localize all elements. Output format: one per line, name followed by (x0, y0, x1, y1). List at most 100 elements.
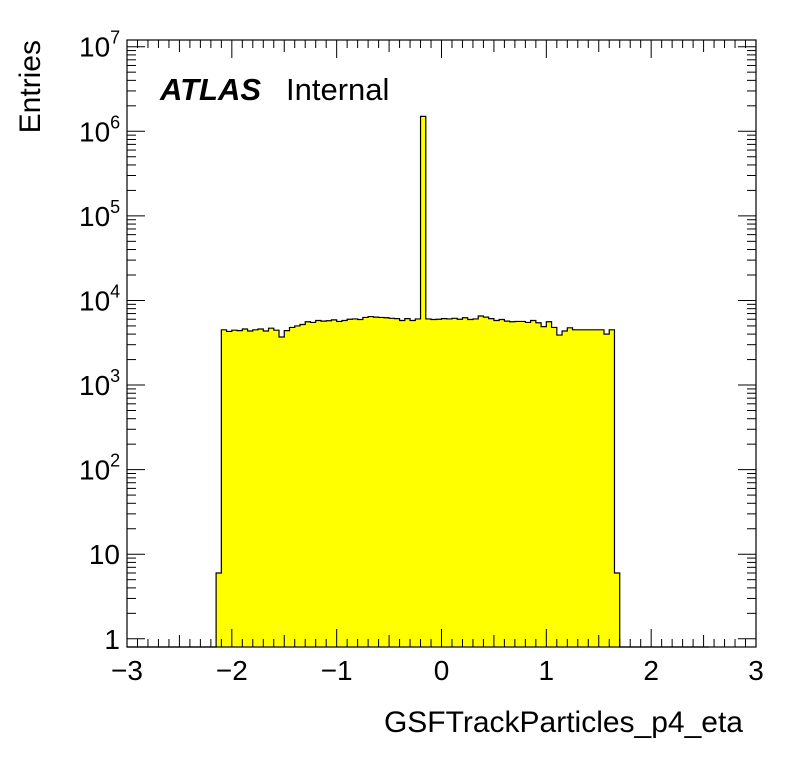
histogram-bar (541, 326, 547, 647)
histogram-bar (352, 318, 359, 647)
histogram-bar (279, 336, 285, 647)
histogram-bar (483, 317, 490, 647)
histogram-bar (525, 322, 532, 647)
histogram-bars (216, 116, 621, 648)
x-tick-label: 1 (539, 655, 555, 686)
histogram-bar (431, 319, 437, 647)
histogram-bar (493, 320, 500, 647)
histogram-bar (425, 318, 432, 647)
histogram-bar (462, 317, 469, 647)
plot-frame (126, 39, 757, 648)
histogram-bar (535, 322, 542, 647)
histogram-bar (383, 317, 390, 647)
y-tick-label: 10 (89, 539, 120, 570)
histogram-bar (420, 116, 427, 648)
y-tick-label: 105 (79, 197, 120, 232)
histogram-bar (389, 318, 395, 647)
histogram-bar (577, 329, 584, 647)
histogram-bar (378, 317, 385, 647)
histogram-bar (252, 329, 259, 647)
histogram-bar (514, 321, 521, 647)
histogram-bar (294, 325, 301, 647)
histogram-bar (551, 327, 558, 647)
histogram-bar (530, 320, 537, 647)
histogram-bar (488, 318, 495, 647)
histogram-bar (336, 321, 343, 647)
histogram-bar (310, 322, 317, 647)
histogram-bar (467, 319, 474, 647)
histogram-bar (404, 318, 411, 647)
histogram-bar (289, 327, 296, 647)
histogram-bar (598, 329, 605, 647)
histogram-bar (216, 572, 222, 647)
histogram-bar (305, 321, 311, 647)
axis-ticks (126, 40, 757, 647)
x-tick-label: −2 (216, 655, 248, 686)
histogram-bar (320, 321, 327, 647)
histogram-bar (368, 316, 374, 647)
histogram-bar (567, 327, 573, 647)
histogram-bar (394, 318, 400, 647)
y-axis-title: Entries (14, 40, 47, 133)
y-tick-label: 106 (79, 112, 120, 147)
histogram-bar (457, 319, 463, 647)
histogram-bar (562, 331, 568, 647)
histogram-bar (331, 319, 338, 647)
histogram-bar (572, 329, 579, 647)
histogram-bar (237, 330, 243, 647)
histogram-bar (263, 331, 269, 647)
x-axis-title: GSFTrackParticles_p4_eta (384, 706, 743, 739)
histogram-bar (347, 319, 353, 647)
x-tick-labels: −3 −2 −1 0 1 2 3 (111, 655, 764, 686)
histogram-bar (373, 317, 379, 647)
y-tick-label: 104 (79, 281, 120, 316)
histogram-bar (509, 321, 516, 647)
histogram-bar (226, 331, 233, 647)
internal-label: Internal (286, 72, 389, 107)
histogram-bar (478, 316, 484, 647)
histogram-bar (441, 318, 448, 647)
x-tick-label: 3 (748, 655, 764, 686)
histogram-bar (446, 318, 453, 647)
x-tick-label: −1 (321, 655, 353, 686)
histogram-bar (499, 319, 505, 647)
histogram-bar (520, 321, 526, 647)
histogram-bar (247, 331, 254, 647)
histogram-bar (504, 321, 511, 647)
histogram-bar (556, 335, 563, 647)
histogram-bar (357, 319, 364, 647)
histogram-bar (268, 328, 275, 647)
histogram-bar (231, 330, 238, 647)
x-tick-label: 0 (434, 655, 450, 686)
histogram-bar (341, 320, 348, 647)
histogram-bar (299, 324, 306, 647)
y-tick-labels: 1 10 102 103 104 105 106 107 (79, 28, 120, 655)
histogram-bar (614, 572, 621, 647)
histogram-bar (399, 320, 406, 647)
histogram-bar (472, 318, 479, 647)
histogram-bar (326, 320, 332, 647)
histogram-bar (284, 330, 290, 647)
histogram-bar (593, 329, 600, 647)
histogram-bar (436, 319, 442, 647)
y-tick-label: 102 (79, 451, 120, 486)
atlas-label: ATLAS (159, 72, 261, 107)
histogram-bar (273, 330, 280, 647)
x-tick-label: −3 (111, 655, 143, 686)
histogram-bar (546, 321, 552, 647)
histogram-outline (127, 115, 709, 648)
histogram-bar (415, 318, 421, 647)
histogram-bar (410, 320, 416, 647)
histogram-bar (258, 328, 264, 647)
histogram-bar (588, 329, 594, 647)
histogram-bar (603, 334, 610, 647)
histogram-bar (315, 320, 322, 647)
histogram-bar (609, 329, 615, 647)
x-tick-label: 2 (643, 655, 659, 686)
histogram-bar (362, 317, 369, 647)
y-tick-label: 107 (79, 28, 120, 63)
histogram-bar (451, 318, 458, 647)
histogram-bar (583, 329, 589, 647)
y-tick-label: 103 (79, 366, 120, 401)
